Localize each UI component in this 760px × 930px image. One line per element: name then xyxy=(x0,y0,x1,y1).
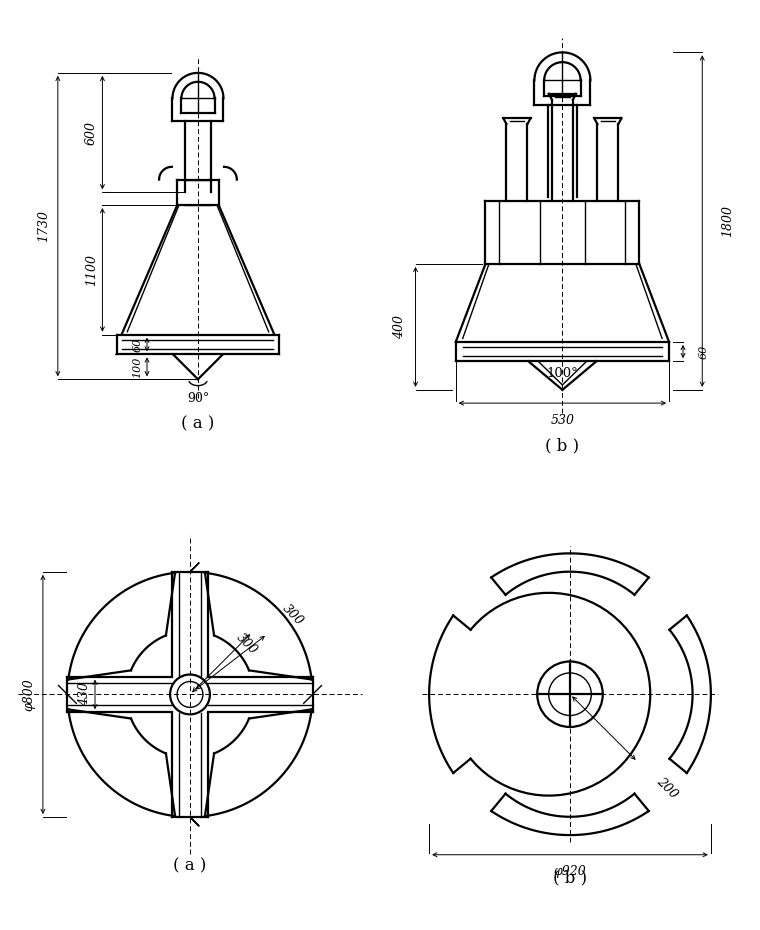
Text: 200: 200 xyxy=(654,775,680,802)
Text: 100°: 100° xyxy=(546,367,578,380)
Text: φ920: φ920 xyxy=(553,865,587,878)
Text: 100: 100 xyxy=(132,356,142,378)
Text: 600: 600 xyxy=(85,121,98,144)
Text: 1730: 1730 xyxy=(37,210,50,242)
Text: 530: 530 xyxy=(550,414,575,427)
Text: ( a ): ( a ) xyxy=(173,857,207,874)
Text: 300: 300 xyxy=(280,602,306,628)
Text: 1800: 1800 xyxy=(721,206,734,237)
Text: 400: 400 xyxy=(393,315,407,339)
Text: 60: 60 xyxy=(132,338,142,352)
Text: ( b ): ( b ) xyxy=(553,870,587,886)
Text: ( b ): ( b ) xyxy=(546,437,579,454)
Text: 60: 60 xyxy=(698,344,709,359)
Text: ( a ): ( a ) xyxy=(182,416,214,432)
Text: 300: 300 xyxy=(233,631,260,658)
Text: 90°: 90° xyxy=(187,392,209,405)
Text: 430: 430 xyxy=(78,683,90,707)
Text: 1100: 1100 xyxy=(85,254,98,286)
Text: φ800: φ800 xyxy=(23,678,36,711)
